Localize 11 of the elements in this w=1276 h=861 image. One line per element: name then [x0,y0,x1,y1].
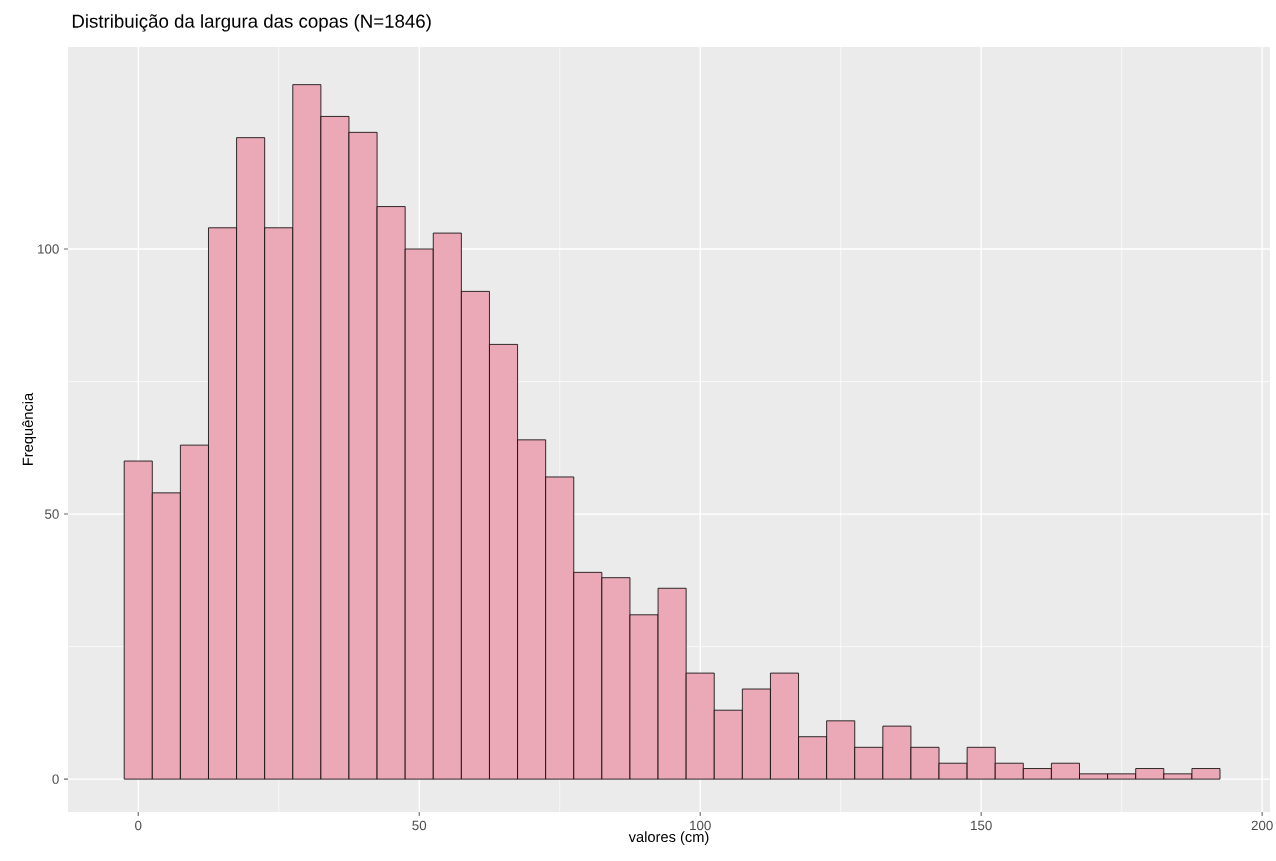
y-axis-title: Frequência [22,392,36,465]
x-tick-label: 50 [412,820,427,831]
y-tick-label: 0 [52,774,59,784]
x-tick-label: 100 [690,820,711,831]
y-tick-label: 100 [38,244,59,254]
y-tick-label: 50 [45,509,59,519]
x-tick-label: 0 [135,820,142,831]
x-tick-label: 200 [1251,820,1273,831]
x-tick-label: 150 [971,820,992,831]
x-axis-title: valores (cm) [628,831,709,845]
chart-title: Distribuição da largura das copas (N=1846) [72,14,431,32]
